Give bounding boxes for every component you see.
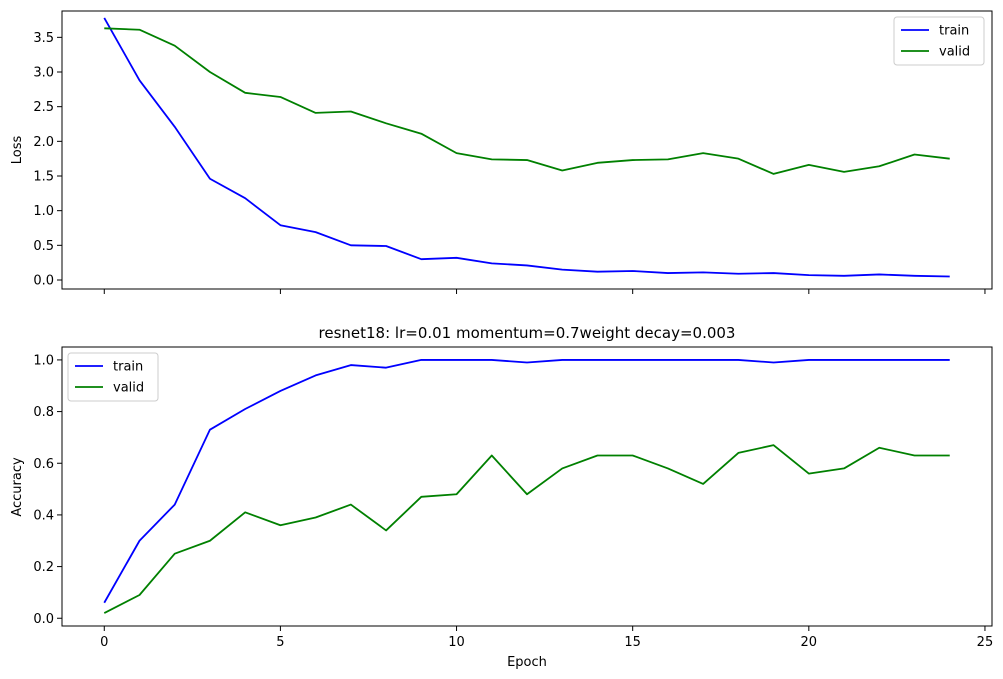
series-line-train bbox=[103, 17, 950, 278]
legend-box bbox=[67, 352, 159, 402]
series-line-valid bbox=[104, 27, 950, 175]
y-tick-label: 2.0 bbox=[33, 135, 54, 150]
y-tick-label: 0.5 bbox=[33, 239, 54, 254]
legend-box bbox=[893, 16, 985, 66]
y-tick-label: 3.5 bbox=[33, 31, 54, 46]
x-tick-label: 10 bbox=[448, 635, 465, 650]
y-tick-label: 0.2 bbox=[33, 560, 54, 575]
accuracy-y-axis-label: Accuracy bbox=[10, 457, 25, 517]
chart-title: resnet18: lr=0.01 momentum=0.7weight dec… bbox=[319, 324, 736, 342]
x-tick-label: 25 bbox=[977, 635, 994, 650]
x-tick-label: 20 bbox=[801, 635, 818, 650]
series-line-valid bbox=[103, 444, 950, 614]
y-tick-label: 0.6 bbox=[33, 457, 54, 472]
x-tick-label: 15 bbox=[624, 635, 641, 650]
loss-lines bbox=[103, 17, 950, 278]
y-tick-label: 1.0 bbox=[33, 204, 54, 219]
legend-label-train: train bbox=[939, 24, 969, 39]
x-tick-label: 0 bbox=[100, 635, 108, 650]
legend-label-valid: valid bbox=[113, 381, 144, 396]
loss-ticks: 0.0 0.5 1.0 1.5 2.0 2.5 3.0 3.5 bbox=[33, 31, 986, 294]
accuracy-legend: train valid bbox=[67, 352, 159, 402]
y-tick-label: 3.0 bbox=[33, 66, 54, 81]
x-axis-label: Epoch bbox=[507, 655, 547, 670]
y-tick-label: 0.4 bbox=[33, 508, 54, 523]
loss-axes-frame bbox=[61, 10, 993, 290]
legend-label-train: train bbox=[113, 360, 143, 375]
loss-legend: train valid bbox=[893, 16, 985, 66]
accuracy-axes-frame bbox=[61, 346, 993, 627]
x-tick-label: 5 bbox=[276, 635, 284, 650]
legend-label-valid: valid bbox=[939, 45, 970, 60]
y-tick-label: 0.0 bbox=[33, 612, 54, 627]
y-tick-label: 1.0 bbox=[33, 353, 54, 368]
accuracy-subplot: 0 5 10 15 20 25 0.0 0.2 0.4 0.6 0.8 1.0 Accuracy Ep… bbox=[10, 324, 993, 670]
series-line-train bbox=[103, 359, 950, 604]
y-tick-label: 0.8 bbox=[33, 405, 54, 420]
loss-y-axis-label: Loss bbox=[10, 136, 25, 165]
loss-subplot: 0.0 0.5 1.0 1.5 2.0 2.5 3.0 3.5 Loss train valid bbox=[10, 10, 993, 294]
y-tick-label: 2.5 bbox=[33, 100, 54, 115]
accuracy-ticks: 0 5 10 15 20 25 0.0 0.2 0.4 0.6 0.8 1.0 bbox=[33, 353, 993, 650]
y-tick-label: 1.5 bbox=[33, 169, 54, 184]
accuracy-lines bbox=[103, 359, 950, 614]
y-tick-label: 0.0 bbox=[33, 273, 54, 288]
